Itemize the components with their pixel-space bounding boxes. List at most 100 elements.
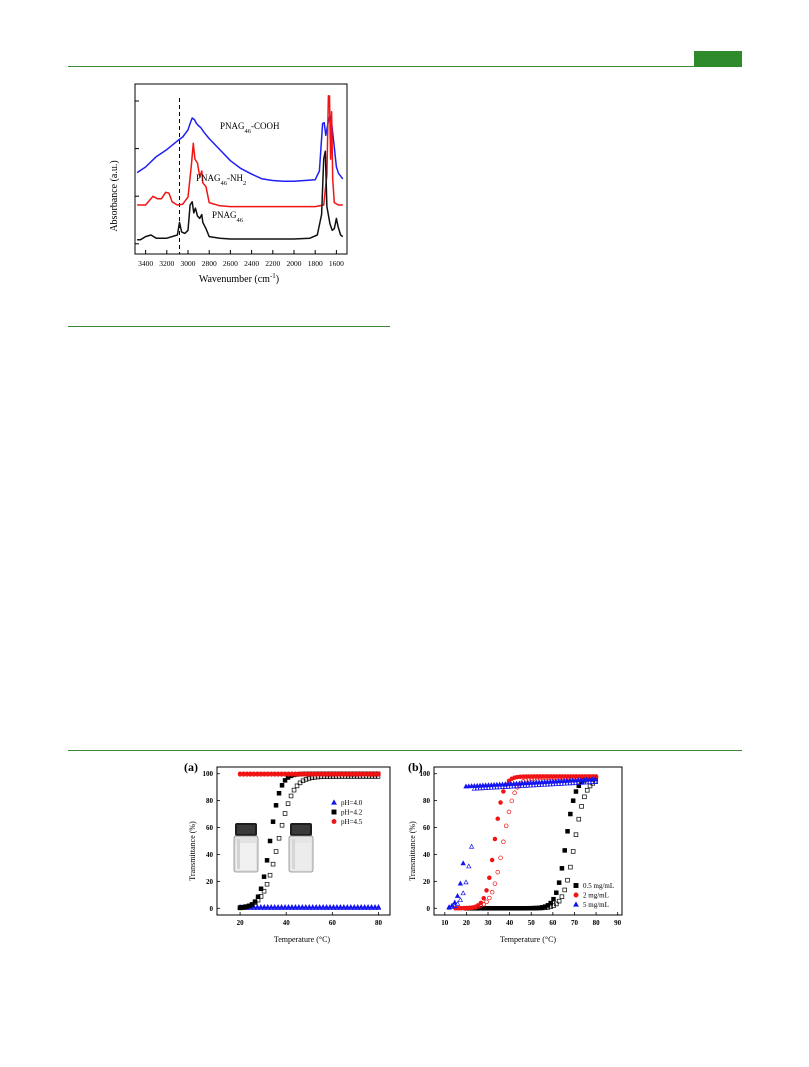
data-point bbox=[468, 843, 475, 849]
panel-a-chart: (a) 20 40 60 80 0 20 40 60 80 100 pH=4.0 pH=4.2pH=… bbox=[184, 760, 391, 944]
data-point bbox=[573, 789, 579, 794]
data-point bbox=[568, 864, 573, 870]
data-point bbox=[556, 898, 562, 904]
data-point bbox=[351, 904, 357, 910]
data-point bbox=[492, 906, 497, 911]
panel-b-x-axis-label: Temperature (°C) bbox=[500, 935, 557, 944]
legend-label: pH=4.0 bbox=[341, 799, 363, 807]
data-point bbox=[501, 839, 506, 845]
data-point bbox=[545, 905, 551, 910]
data-point bbox=[270, 819, 276, 824]
data-point bbox=[568, 811, 573, 817]
data-point bbox=[464, 905, 470, 911]
section-rule bbox=[68, 326, 390, 327]
data-point bbox=[539, 781, 545, 787]
data-point bbox=[288, 793, 294, 799]
data-point bbox=[258, 904, 264, 910]
data-point bbox=[466, 863, 472, 869]
legend-label: 5 mg/mL bbox=[583, 901, 609, 909]
data-point bbox=[512, 790, 517, 796]
data-point bbox=[528, 905, 534, 911]
data-point bbox=[558, 780, 565, 786]
data-point bbox=[550, 781, 556, 787]
data-point bbox=[506, 809, 512, 815]
ftir-series-label: PNAG46 bbox=[212, 210, 244, 224]
data-point bbox=[564, 780, 570, 786]
x-tick-label: 30 bbox=[485, 919, 493, 927]
data-point bbox=[313, 904, 319, 910]
data-point bbox=[282, 811, 288, 816]
legend-label: 0.5 mg/mL bbox=[583, 882, 614, 890]
data-point bbox=[291, 787, 297, 793]
ftir-plot-frame bbox=[134, 83, 348, 255]
data-point bbox=[355, 904, 361, 910]
ftir-x-tick-label: 2400 bbox=[244, 259, 259, 268]
data-point bbox=[470, 905, 475, 910]
data-point bbox=[285, 904, 292, 910]
data-point bbox=[497, 906, 503, 911]
data-point bbox=[592, 776, 598, 782]
data-point bbox=[508, 783, 514, 789]
data-point bbox=[258, 886, 264, 891]
data-point bbox=[492, 881, 498, 886]
data-point bbox=[589, 779, 596, 784]
data-point bbox=[348, 904, 354, 910]
vial-left bbox=[233, 823, 259, 873]
data-point bbox=[575, 779, 582, 785]
data-point bbox=[495, 906, 500, 911]
data-point bbox=[534, 775, 540, 781]
ftir-x-tick-label: 2800 bbox=[202, 259, 217, 268]
data-point bbox=[498, 855, 503, 861]
data-point bbox=[454, 893, 461, 898]
data-point bbox=[279, 783, 285, 788]
data-point bbox=[495, 816, 500, 821]
data-point bbox=[567, 780, 573, 786]
vial-images-inset bbox=[233, 823, 314, 873]
y-tick-label: 0 bbox=[210, 905, 214, 913]
data-point bbox=[457, 880, 464, 886]
x-tick-label: 20 bbox=[463, 919, 471, 927]
x-tick-label: 40 bbox=[506, 919, 514, 927]
data-point bbox=[573, 901, 579, 907]
data-point bbox=[506, 906, 511, 911]
data-point bbox=[540, 775, 545, 781]
data-point bbox=[531, 905, 537, 911]
data-point bbox=[540, 905, 545, 911]
data-point bbox=[475, 904, 481, 910]
data-point bbox=[483, 906, 489, 911]
data-point bbox=[519, 783, 525, 788]
x-tick-label: 60 bbox=[549, 919, 557, 927]
data-point bbox=[365, 904, 371, 910]
data-point bbox=[341, 904, 347, 910]
data-point bbox=[316, 904, 323, 910]
data-point bbox=[278, 904, 285, 910]
legend-label: pH=4.5 bbox=[341, 818, 363, 826]
data-point bbox=[331, 819, 337, 824]
data-point bbox=[265, 904, 271, 910]
y-tick-label: 80 bbox=[423, 797, 431, 805]
ftir-x-tick-label: 3000 bbox=[181, 259, 196, 268]
data-point bbox=[548, 900, 553, 906]
data-point bbox=[502, 783, 508, 789]
panel-a-x-axis-label: Temperature (°C) bbox=[274, 935, 331, 944]
figure-rule bbox=[68, 750, 742, 751]
x-tick-label: 40 bbox=[283, 919, 291, 927]
data-point bbox=[559, 894, 565, 899]
data-point bbox=[573, 883, 579, 888]
data-point bbox=[530, 782, 537, 788]
data-point bbox=[456, 905, 461, 911]
panel-b-y-axis-label: Transmittance (%) bbox=[408, 821, 417, 881]
data-point bbox=[584, 779, 590, 785]
data-point bbox=[501, 789, 506, 794]
x-tick-label: 50 bbox=[528, 919, 536, 927]
data-point bbox=[536, 782, 542, 787]
data-point bbox=[261, 888, 267, 894]
data-point bbox=[586, 779, 593, 785]
data-point bbox=[554, 775, 559, 781]
data-point bbox=[572, 780, 579, 785]
ftir-series-label: PNAG46-NH2 bbox=[196, 173, 246, 187]
data-point bbox=[556, 880, 562, 885]
data-point bbox=[282, 778, 288, 783]
data-point bbox=[276, 791, 282, 796]
data-point bbox=[337, 904, 344, 910]
